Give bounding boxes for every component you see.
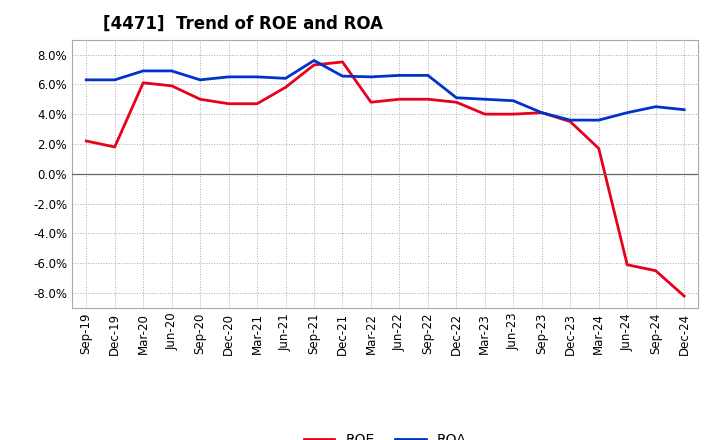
ROA bbox=[366, 74, 375, 80]
ROE bbox=[110, 144, 119, 150]
ROA bbox=[480, 97, 489, 102]
Line: ROE: ROE bbox=[86, 62, 684, 296]
ROA bbox=[82, 77, 91, 82]
ROE bbox=[282, 84, 290, 90]
ROE bbox=[623, 262, 631, 268]
ROA bbox=[423, 73, 432, 78]
ROE bbox=[595, 146, 603, 151]
ROA bbox=[338, 73, 347, 79]
ROE bbox=[566, 119, 575, 124]
ROE bbox=[680, 293, 688, 299]
ROA bbox=[509, 98, 518, 103]
ROE bbox=[139, 80, 148, 85]
ROA bbox=[537, 110, 546, 115]
ROE bbox=[253, 101, 261, 106]
ROE bbox=[480, 111, 489, 117]
ROA bbox=[167, 68, 176, 73]
ROE bbox=[423, 97, 432, 102]
ROA bbox=[566, 117, 575, 123]
ROA bbox=[139, 68, 148, 73]
ROA bbox=[253, 74, 261, 80]
ROA bbox=[680, 107, 688, 112]
ROA bbox=[452, 95, 461, 100]
Line: ROA: ROA bbox=[86, 60, 684, 120]
ROA bbox=[310, 58, 318, 63]
ROE bbox=[82, 138, 91, 143]
ROE bbox=[338, 59, 347, 65]
ROE bbox=[509, 111, 518, 117]
ROA bbox=[623, 110, 631, 115]
ROA bbox=[110, 77, 119, 82]
ROE bbox=[310, 62, 318, 68]
ROA bbox=[595, 117, 603, 123]
Legend: ROE, ROA: ROE, ROA bbox=[298, 428, 472, 440]
ROE bbox=[225, 101, 233, 106]
ROE bbox=[196, 97, 204, 102]
ROA bbox=[282, 76, 290, 81]
ROE bbox=[537, 110, 546, 115]
ROA bbox=[652, 104, 660, 109]
ROE bbox=[366, 99, 375, 105]
ROA bbox=[395, 73, 404, 78]
ROA bbox=[225, 74, 233, 80]
ROE bbox=[452, 99, 461, 105]
ROE bbox=[167, 83, 176, 88]
ROE bbox=[395, 97, 404, 102]
ROE bbox=[652, 268, 660, 273]
ROA bbox=[196, 77, 204, 82]
Text: [4471]  Trend of ROE and ROA: [4471] Trend of ROE and ROA bbox=[104, 15, 383, 33]
